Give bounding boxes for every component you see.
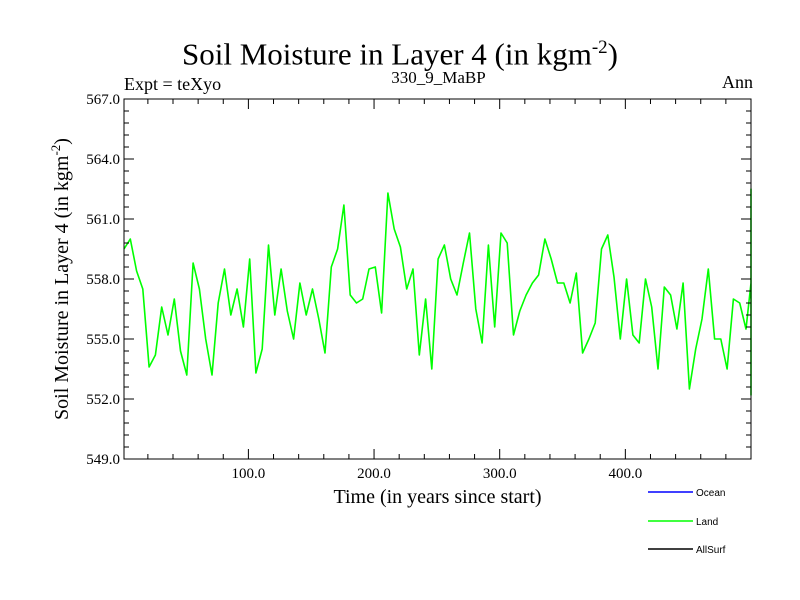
- x-tick-label: 100.0: [232, 466, 266, 482]
- run-label: 330_9_MaBP: [391, 68, 486, 87]
- legend-item-land: Land: [648, 517, 718, 528]
- y-tick-label: 558.0: [86, 272, 120, 288]
- x-axis-label: Time (in years since start): [333, 486, 541, 508]
- period-label: Ann: [722, 72, 753, 92]
- y-tick-label: 561.0: [86, 212, 120, 228]
- x-tick-label: 400.0: [608, 466, 642, 482]
- y-tick-label: 567.0: [86, 92, 120, 108]
- y-tick-label: 552.0: [86, 392, 120, 408]
- y-axis-label: Soil Moisture in Layer 4 (in kgm-2): [48, 138, 73, 420]
- legend-item-ocean: Ocean: [648, 488, 725, 499]
- legend-item-allsurf: AllSurf: [648, 545, 726, 556]
- x-tick-label: 200.0: [357, 466, 391, 482]
- y-tick-label: 549.0: [86, 452, 120, 468]
- chart-title: Soil Moisture in Layer 4 (in kgm-2): [182, 36, 618, 72]
- y-tick-label: 564.0: [86, 152, 120, 168]
- series-line-land: [123, 188, 752, 396]
- x-tick-label: 300.0: [483, 466, 517, 482]
- legend-label: Ocean: [696, 488, 725, 499]
- legend-label: AllSurf: [696, 545, 726, 556]
- legend-label: Land: [696, 517, 718, 528]
- experiment-label: Expt = teXyo: [124, 74, 222, 94]
- y-tick-label: 555.0: [86, 332, 120, 348]
